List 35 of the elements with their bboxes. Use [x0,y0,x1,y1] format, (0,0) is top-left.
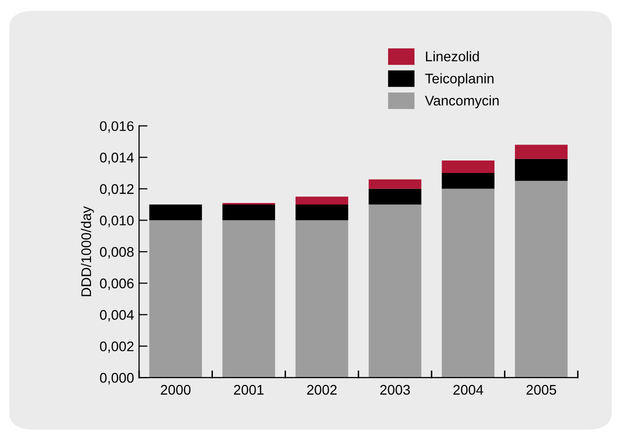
bar [296,204,348,220]
bar [442,173,494,189]
legend-label: Linezolid [426,51,479,62]
bar [368,204,422,378]
bar [514,144,568,159]
bar [514,180,568,378]
bar [149,204,202,220]
y-tick-label: 0,012 [100,184,134,196]
bar [222,220,276,378]
bar [442,160,494,174]
bar [442,188,494,378]
y-tick-label: 0,008 [100,247,134,259]
bar [149,220,202,378]
bar [296,220,348,378]
bar [296,196,348,205]
legend-label: Vancomycin [424,95,499,108]
x-tick-label: 2000 [160,384,191,395]
x-tick-label: 2001 [234,384,264,395]
bar [514,158,568,181]
bar [222,204,276,220]
x-tick-label: 2005 [526,384,556,395]
x-tick-label: 2004 [453,384,484,395]
x-tick-label: 2003 [380,384,410,395]
y-tick-label: 0,010 [100,216,134,228]
y-tick-label: 0,006 [100,278,134,290]
y-tick-label: 0,000 [100,372,134,384]
y-tick-label: 0,004 [100,310,134,322]
bar [368,188,422,205]
y-tick-label: 0,002 [100,341,134,353]
y-tick-label: 0,016 [100,121,134,133]
bar [368,179,422,189]
y-axis-title: DDD/1000/day [80,206,94,296]
x-tick-label: 2002 [307,384,337,395]
legend-label: Teicoplanin [425,73,494,86]
y-tick-label: 0,014 [100,152,134,164]
